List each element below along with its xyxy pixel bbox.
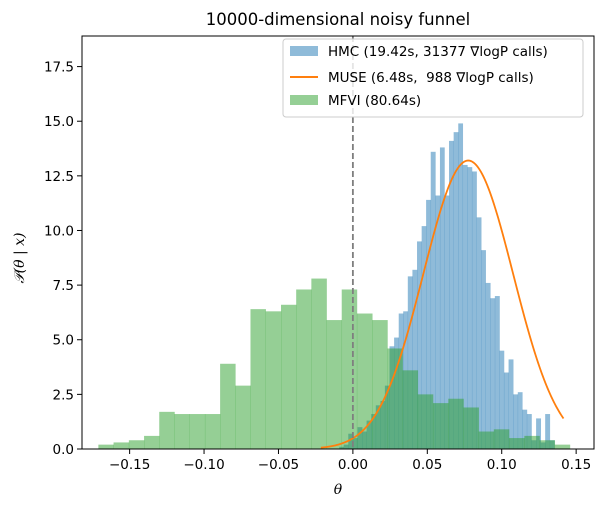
x-tick-label: 0.15: [561, 457, 591, 473]
hmc-bar-36: [490, 298, 496, 449]
mfvi-bar-0: [98, 444, 114, 449]
hmc-bar-42: [517, 392, 523, 449]
y-tick-label: 5.0: [53, 333, 74, 349]
hmc-bar-34: [481, 250, 486, 449]
mfvi-bar-6: [189, 414, 206, 449]
legend-swatch-mfvi: [290, 95, 318, 105]
mfvi-bar-16: [341, 289, 358, 449]
x-axis-label: θ: [334, 482, 343, 498]
hmc-bar-27: [449, 140, 454, 449]
y-tick-label: 7.5: [53, 278, 74, 294]
mfvi-bar-27: [509, 438, 525, 449]
x-tick-label: 0.05: [412, 457, 442, 473]
muse-curve: [320, 159, 565, 449]
hmc-bar-28: [453, 132, 459, 449]
chart-title: 10000-dimensional noisy funnel: [206, 10, 471, 29]
y-tick-label: 0.0: [53, 442, 74, 458]
hmc-bar-39: [503, 372, 509, 449]
mfvi-bar-30: [554, 444, 571, 449]
axes-frame: [81, 35, 595, 450]
hmc-bar-32: [471, 171, 477, 450]
hmc-bar-19: [412, 269, 418, 449]
mfvi-bar-20: [402, 370, 419, 449]
mfvi-bar-3: [144, 435, 160, 449]
mfvi-bar-11: [265, 311, 282, 449]
legend-swatch-hmc: [290, 46, 318, 56]
hmc-bar-33: [476, 217, 482, 449]
mfvi-bar-19: [387, 348, 403, 449]
legend-label-mfvi: MFVI (80.64s): [328, 93, 421, 109]
mfvi-bar-15: [326, 320, 343, 449]
y-tick-label: 15.0: [44, 114, 74, 130]
mfvi-bar-26: [493, 429, 510, 449]
y-tick-label: 10.0: [44, 223, 74, 239]
mfvi-bar-9: [235, 385, 251, 449]
hmc-bar-21: [421, 226, 427, 449]
mfvi-bar-17: [356, 313, 373, 449]
hmc-bar-44: [526, 414, 532, 449]
hmc-bar-43: [522, 409, 528, 449]
mfvi-bar-2: [128, 440, 145, 449]
mfvi-bar-14: [311, 278, 327, 449]
hmc-bar-23: [430, 151, 436, 449]
hmc-bar-41: [513, 394, 519, 449]
hmc-bar-35: [485, 282, 491, 449]
hmc-bar-38: [499, 350, 505, 449]
x-tick-label: 0.10: [487, 457, 517, 473]
mfvi-bar-24: [463, 407, 479, 449]
mfvi-bar-12: [281, 304, 297, 449]
mfvi-bar-21: [417, 394, 434, 449]
hmc-bar-31: [467, 167, 473, 450]
mfvi-bar-18: [372, 320, 388, 449]
mfvi-bar-10: [250, 309, 266, 449]
mfvi-bar-8: [220, 363, 236, 449]
hmc-bar-22: [426, 199, 432, 449]
x-tick-label: 0.00: [338, 457, 368, 473]
legend-label-hmc: HMC (19.42s, 31377 ∇logP calls): [328, 44, 548, 60]
mfvi-bar-22: [432, 403, 449, 449]
x-tick-label: −0.15: [109, 457, 150, 473]
mfvi-bar-23: [448, 398, 464, 449]
y-tick-label: 12.5: [44, 169, 74, 185]
mfvi-bar-7: [204, 414, 221, 449]
hmc-bar-26: [444, 195, 450, 449]
y-tick-label: 17.5: [44, 60, 74, 76]
hmc-bar-25: [439, 147, 445, 449]
mfvi-bar-28: [524, 435, 540, 449]
mfvi-bar-5: [174, 414, 190, 449]
y-axis-label: 𝒫(θ | x): [12, 233, 28, 284]
hmc-bar-46: [536, 418, 542, 449]
hmc-bar-24: [435, 195, 441, 449]
mfvi-bar-4: [159, 411, 175, 449]
plot-area: [98, 36, 571, 450]
mfvi-bar-1: [113, 442, 130, 449]
legend-box: [282, 38, 584, 118]
hmc-bar-29: [458, 123, 464, 449]
hmc-bar-48: [545, 414, 551, 449]
hmc-bar-30: [462, 164, 468, 449]
hmc-bar-18: [407, 276, 413, 449]
mfvi-bar-25: [478, 431, 495, 449]
x-tick-label: −0.10: [183, 457, 224, 473]
axis-ticks: −0.15 −0.10 −0.05 0.00 0.05 0.10 0.15 0.0 2.5 5.0…: [44, 60, 591, 473]
hmc-bar-37: [494, 296, 500, 449]
y-tick-label: 2.5: [53, 387, 74, 403]
mfvi-bar-29: [539, 440, 556, 449]
hmc-bar-40: [508, 359, 514, 449]
mfvi-bar-13: [296, 289, 312, 449]
legend-label-muse: MUSE (6.48s, 988 ∇logP calls): [328, 70, 534, 86]
hmc-bar-20: [417, 241, 422, 449]
legend: HMC (19.42s, 31377 ∇logP calls) MUSE (6.…: [282, 38, 584, 118]
x-tick-label: −0.05: [258, 457, 299, 473]
